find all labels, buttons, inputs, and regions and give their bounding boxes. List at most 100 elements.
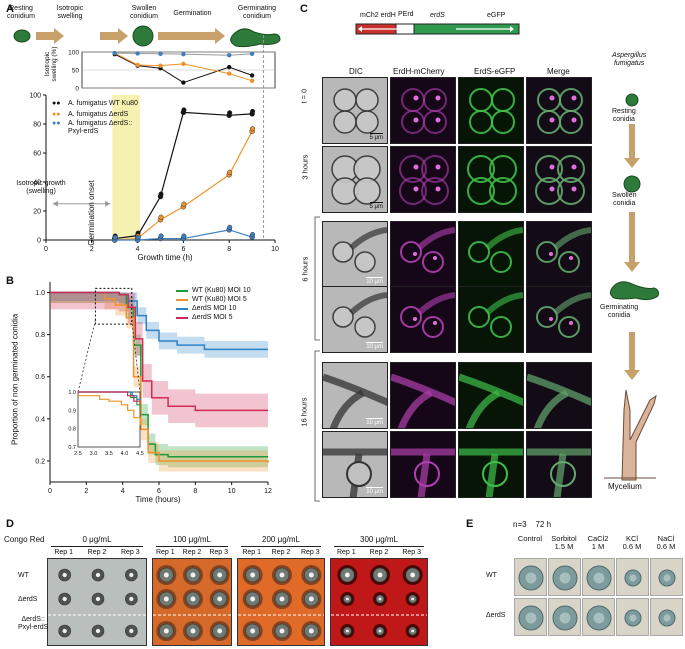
replicate-label: Rep 3: [402, 549, 421, 556]
arrow-icon: [158, 28, 225, 44]
cell: [422, 316, 444, 338]
micrograph: [458, 221, 524, 288]
colony-layer: [238, 565, 324, 641]
x-tick-label: 4: [136, 246, 140, 253]
x-tick-label: 10: [271, 246, 279, 253]
cell: [354, 316, 376, 338]
header-rule: [51, 546, 143, 547]
micrograph: 10 μm: [322, 221, 388, 288]
replicate-label: Rep 2: [87, 549, 107, 556]
row-label: 3 hours: [300, 154, 310, 180]
cell: [423, 88, 447, 112]
cell: [537, 110, 561, 134]
legend-marker-comp: ●●: [52, 120, 61, 127]
micrograph: [390, 77, 456, 144]
colony-layer: [624, 569, 642, 587]
micrograph: 5 μm: [322, 77, 388, 144]
inset-ylabel: Isotropic swelling (%): [44, 46, 59, 82]
series-line: [114, 111, 253, 240]
osmotic-plate: [548, 598, 581, 636]
cell: [537, 88, 561, 112]
osmotic-plate: [616, 598, 649, 636]
legend-label: A. fumigatus WT Ku80: [68, 99, 138, 107]
panel-d-label: D: [6, 518, 14, 530]
micrograph: [458, 77, 524, 144]
panel-e-header: n=3 72 h: [513, 520, 552, 529]
inset-survival-line: [78, 391, 141, 405]
column-header: DIC: [349, 67, 363, 76]
panel-c-label: C: [300, 3, 308, 15]
stage-label: Resting conidia: [612, 108, 636, 123]
data-point: [112, 234, 118, 241]
germ-tube: [484, 227, 523, 251]
colony-layer: [624, 609, 642, 627]
replicate-label: Rep 3: [300, 549, 320, 556]
inset-series-line: [114, 52, 253, 56]
colony-center: [163, 596, 169, 602]
colony-center: [190, 628, 196, 634]
cell: [559, 110, 583, 134]
cell: [468, 241, 490, 263]
inset-y-tick-label: 0: [75, 86, 79, 93]
colony-center: [629, 574, 637, 582]
punctum: [413, 95, 419, 101]
replicate-label: Rep 1: [336, 549, 356, 556]
arrow-head-icon: [52, 200, 58, 207]
condition-label: NaCl 0.6 M: [656, 534, 676, 552]
colony-center: [629, 614, 637, 622]
header-rule: [334, 546, 424, 547]
condition-label: Sorbitol 1.5 M: [551, 534, 577, 552]
congo-red-plate: [47, 558, 147, 646]
cell: [558, 251, 580, 273]
legend-marker-wt: ●●: [52, 100, 61, 107]
survival-line: [50, 291, 268, 412]
construct-left: mCh2 erdH: [360, 12, 396, 19]
y-tick-label: 0.4: [35, 416, 45, 423]
stage-label: Isotropic swelling: [56, 5, 84, 20]
x-tick-label: 4: [121, 488, 125, 495]
micrograph: [390, 362, 456, 429]
zoom-connector: [77, 319, 96, 393]
construct-promoter: PErd: [398, 11, 414, 18]
legend-item: ΔerdS MOI 10: [176, 304, 286, 313]
punctum: [571, 164, 577, 170]
colony-center: [663, 614, 671, 622]
micrograph: [458, 286, 524, 353]
micrograph-cells: [459, 448, 523, 497]
panel-b-label: B: [6, 275, 14, 287]
colony-center: [129, 628, 134, 634]
stage-label: Germination: [173, 10, 212, 17]
colony-layer: [586, 605, 612, 631]
punctum: [549, 252, 553, 256]
inset-series-line: [114, 52, 253, 82]
hypha: [397, 389, 433, 428]
cell: [490, 251, 512, 273]
colony-center: [345, 597, 349, 601]
row-brackets: [314, 216, 320, 502]
micrograph: [458, 362, 524, 429]
micrograph: [526, 221, 592, 288]
cell: [557, 177, 585, 205]
inset-y-tick-label: 100: [68, 50, 79, 57]
germ-tube: [348, 227, 387, 251]
panel-e-label: E: [466, 518, 474, 530]
inset-data-point: [135, 62, 140, 68]
micrograph-cells: [399, 155, 449, 205]
scale-bar-line: [366, 341, 383, 343]
survival-line: [50, 291, 269, 464]
series-line: [114, 229, 253, 241]
germ-tube: [484, 292, 523, 316]
series-line: [114, 130, 253, 241]
condition-label: CaCl2 1 M: [587, 534, 609, 552]
punctum: [433, 256, 437, 260]
colony-center: [129, 572, 134, 578]
colony-center: [378, 629, 382, 633]
data-point: [250, 126, 256, 132]
concentration-label: 200 μg/mL: [262, 535, 300, 544]
x-tick-label: 0: [44, 246, 48, 253]
punctum: [549, 317, 553, 321]
inset-data-point: [227, 64, 232, 70]
congo-red-title: Congo Red: [4, 535, 45, 544]
confidence-band: [50, 292, 268, 468]
punctum: [435, 95, 441, 101]
